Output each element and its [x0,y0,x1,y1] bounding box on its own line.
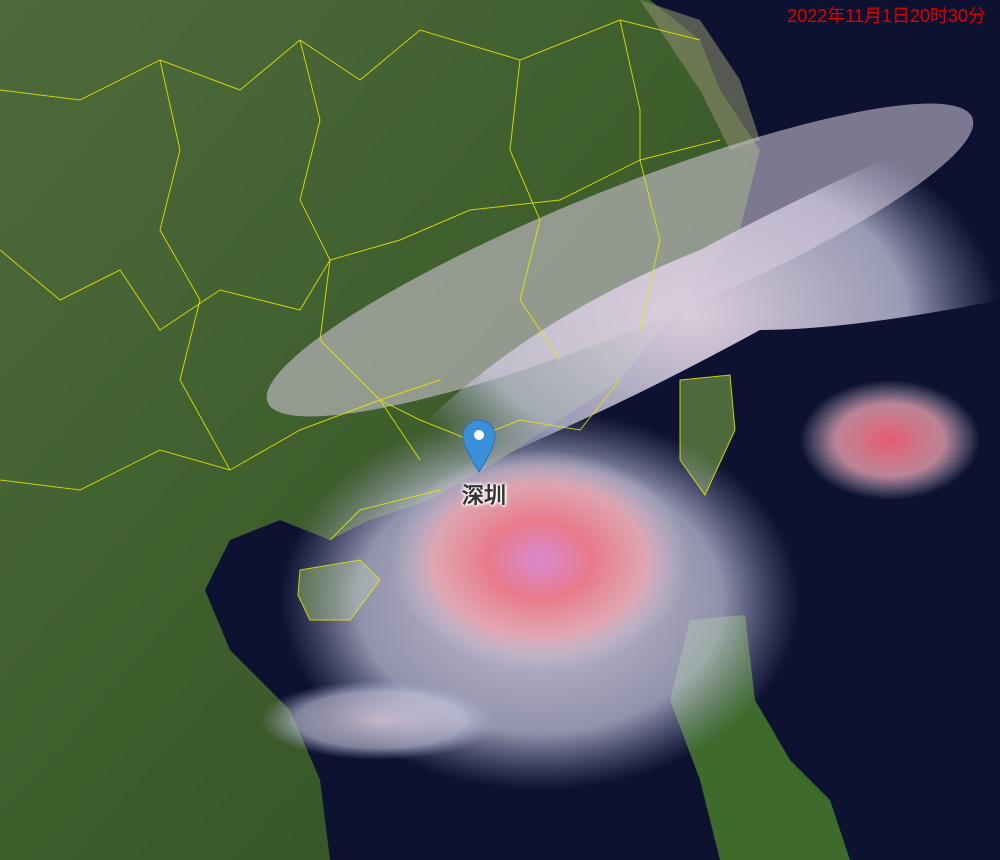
timestamp-label: 2022年11月1日20时30分 [787,6,986,26]
map-pin-icon [462,419,496,473]
location-marker[interactable] [461,418,497,474]
cloud-band-north [266,103,974,417]
coastal-shallows [640,0,760,150]
province-borders [0,19,736,621]
cloud-band-south [260,680,500,760]
cloud-cluster-east [800,380,980,500]
typhoon-core [390,450,690,670]
marker-label: 深圳 [462,484,507,509]
